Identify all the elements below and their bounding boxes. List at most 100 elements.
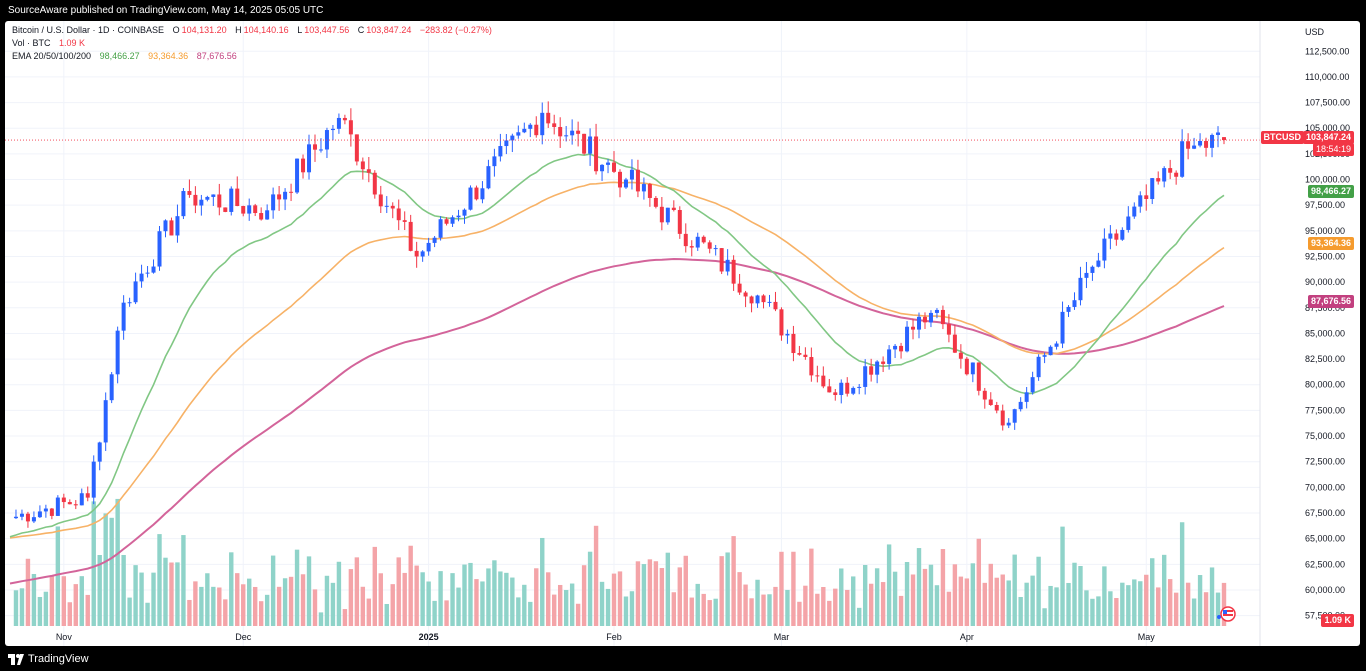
volume-bar	[928, 564, 934, 626]
volume-bar	[1072, 562, 1077, 626]
candle-body	[67, 502, 72, 505]
candle-body	[426, 242, 431, 252]
volume-bar	[695, 583, 700, 626]
currency-label[interactable]: USD	[1304, 27, 1324, 37]
volume-bar	[354, 557, 360, 626]
volume-bar	[211, 586, 216, 626]
volume-bar	[791, 551, 796, 626]
candle-body	[1174, 172, 1179, 177]
volume-bar	[1084, 590, 1089, 626]
low-value: 103,447.56	[304, 25, 350, 35]
volume-bar	[79, 576, 84, 626]
candle-body	[917, 316, 922, 330]
volume-bar	[432, 600, 437, 626]
candle-body	[922, 316, 927, 323]
candle-body	[384, 205, 389, 207]
candle-body	[318, 149, 323, 151]
candle-body	[659, 206, 664, 223]
candle-body	[827, 386, 832, 393]
volume-bar	[1209, 567, 1215, 626]
grid-layer	[5, 21, 1260, 646]
volume-bar	[258, 601, 264, 626]
ema20-line	[9, 153, 1225, 538]
candle-body	[803, 354, 808, 358]
volume-bar	[43, 591, 49, 626]
ema100-line	[9, 257, 1225, 585]
candle-body	[1150, 178, 1155, 200]
candle-body	[617, 171, 622, 188]
volume-bar	[103, 513, 108, 626]
candle-body	[767, 301, 772, 303]
volume-tag: 1.09 K	[1321, 614, 1354, 627]
volume-bar	[109, 517, 114, 626]
volume-bar	[779, 551, 784, 626]
candle-body	[899, 345, 904, 352]
volume-bar	[671, 592, 677, 626]
low-label: L	[297, 25, 303, 35]
candle-body	[1006, 422, 1011, 426]
volume-bar	[312, 589, 318, 626]
candle-body	[1078, 277, 1083, 301]
candle-body	[976, 362, 981, 391]
time-tick-label: Apr	[960, 632, 974, 642]
candle-body	[588, 136, 593, 154]
candle-body	[25, 513, 30, 522]
volume-bar	[886, 544, 892, 626]
candle-body	[462, 209, 467, 216]
ema100-value: 87,676.56	[196, 51, 237, 61]
volume-layer	[13, 498, 1227, 626]
volume-bar	[372, 546, 377, 626]
candle-body	[109, 374, 114, 401]
volume-bar	[1120, 582, 1125, 626]
candle-body	[911, 326, 916, 330]
volume-bar	[719, 556, 724, 626]
chart-panel[interactable]: 112,500.00 110,000.00 107,500.00 105,000.00…	[5, 21, 1360, 646]
candle-body	[719, 248, 724, 272]
candle-body	[623, 179, 628, 188]
price-chart[interactable]: 112,500.00 110,000.00 107,500.00 105,000.00…	[5, 21, 1360, 646]
volume-bar	[707, 600, 712, 626]
volume-bar	[115, 498, 120, 626]
candle-body	[498, 146, 503, 157]
volume-bar	[725, 552, 730, 626]
volume-bar	[880, 582, 886, 626]
candle-body	[773, 301, 778, 310]
volume-bar	[797, 601, 802, 626]
volume-bar	[599, 581, 605, 626]
candle-body	[809, 357, 814, 376]
candle-body	[1066, 306, 1071, 312]
volume-bar	[1185, 582, 1191, 626]
volume-bar	[587, 551, 593, 626]
volume-bar	[139, 572, 144, 626]
candle-body	[253, 205, 258, 214]
volume-bar	[1132, 579, 1137, 626]
candle-body	[635, 169, 640, 192]
volume-bar	[396, 557, 401, 626]
volume-bar	[1012, 554, 1017, 626]
candle-body	[151, 266, 156, 273]
candle-body	[223, 207, 228, 212]
candle-body	[247, 205, 252, 214]
candle-body	[665, 207, 670, 223]
candle-body	[1054, 343, 1059, 347]
volume-bar	[444, 600, 449, 626]
volume-bar	[414, 565, 419, 626]
volume-bar	[187, 599, 192, 626]
legend-volume-row[interactable]: Vol · BTC 1.09 K	[12, 37, 85, 50]
candle-body	[504, 140, 509, 147]
candle-body	[845, 382, 850, 394]
candle-body	[1048, 346, 1053, 356]
volume-bar	[438, 571, 443, 626]
candle-body	[1090, 266, 1095, 273]
candle-body	[713, 248, 718, 250]
volume-bar	[970, 563, 976, 626]
candle-body	[169, 220, 174, 236]
footer[interactable]: TradingView	[8, 651, 89, 667]
legend-ema-row[interactable]: EMA 20/50/100/200 98,466.27 93,364.36 87…	[12, 50, 237, 63]
candle-body	[438, 219, 443, 238]
flag-icon[interactable]	[1213, 605, 1243, 623]
candle-body	[444, 219, 449, 224]
volume-bar	[659, 568, 665, 626]
volume-bar	[390, 584, 395, 626]
